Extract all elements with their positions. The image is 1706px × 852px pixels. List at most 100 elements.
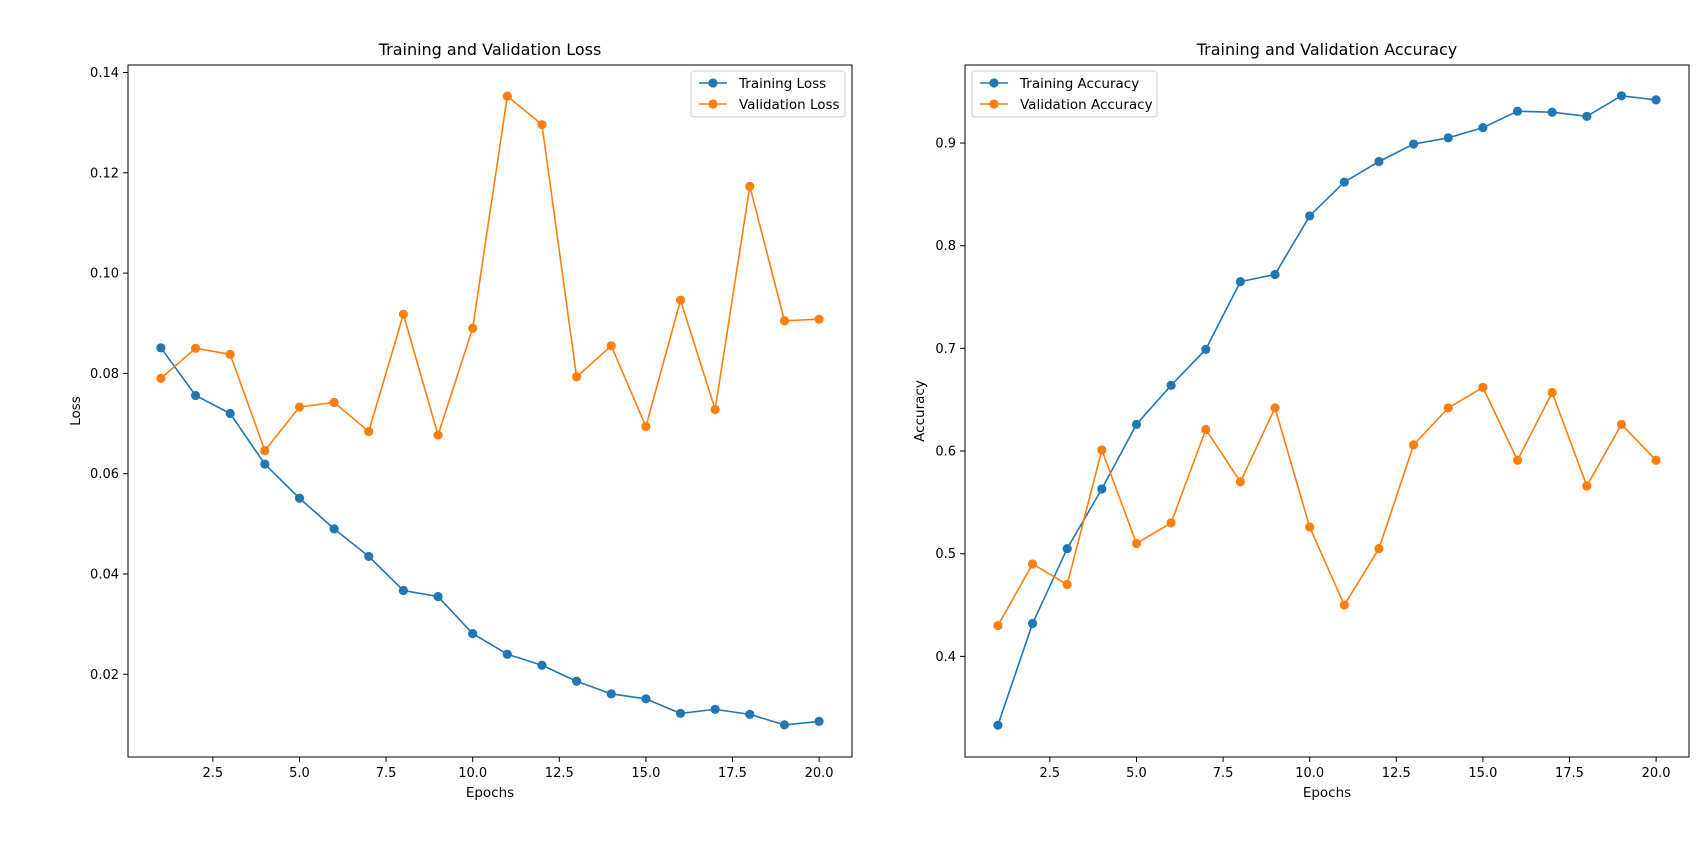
loss-ytick-label: 0.12 — [90, 166, 119, 181]
accuracy-series-2-line — [997, 386, 1657, 626]
accuracy-series-2-point — [1166, 518, 1176, 528]
loss-series-2-point — [364, 426, 374, 437]
loss-series-2-point — [537, 120, 547, 130]
loss-series-2-point — [433, 430, 443, 440]
accuracy-series-2-point — [1478, 382, 1488, 392]
accuracy-series-2-point — [993, 620, 1003, 631]
loss-xtick-label: 5.0 — [289, 766, 310, 781]
accuracy-legend-swatch-marker — [989, 78, 999, 88]
loss-series-2-point — [156, 373, 166, 384]
loss-chart-title: Training and Validation Loss — [378, 40, 602, 59]
accuracy-series-2-point — [1027, 559, 1038, 569]
accuracy-series-2-point — [1131, 538, 1142, 549]
accuracy-xtick-label: 5.0 — [1126, 766, 1147, 781]
accuracy-ytick-label: 0.4 — [935, 650, 956, 665]
loss-xtick-label: 2.5 — [203, 766, 224, 781]
loss-axes-frame — [127, 64, 853, 758]
accuracy-series-1-point — [1443, 133, 1453, 143]
accuracy-ytick-label: 0.9 — [935, 137, 956, 152]
accuracy-series-2-point — [1512, 455, 1523, 465]
accuracy-series-2-point — [1235, 477, 1245, 487]
loss-series-1-point — [364, 551, 374, 562]
loss-series-1-point — [710, 704, 720, 714]
accuracy-series-2-point — [1443, 403, 1453, 413]
loss-series-1-point — [260, 459, 270, 469]
loss-series-2-point — [814, 314, 824, 324]
loss-xtick-label: 20.0 — [805, 766, 834, 781]
loss-series-2-point — [675, 295, 686, 305]
accuracy-series-2-point — [1374, 543, 1384, 554]
loss-series-2-point — [225, 349, 235, 359]
loss-chart-xlabel: Epochs — [466, 785, 514, 801]
accuracy-xtick-label: 7.5 — [1213, 766, 1234, 781]
accuracy-series-1-point — [1270, 269, 1280, 280]
accuracy-legend-box — [971, 70, 1158, 118]
loss-legend-swatch-marker — [708, 78, 718, 88]
loss-series-1-point — [156, 343, 166, 353]
loss-series-1-point — [468, 629, 478, 639]
loss-series-2-point — [641, 421, 651, 432]
accuracy-series-1-point — [1201, 344, 1211, 354]
loss-chart-ylabel: Loss — [68, 396, 84, 426]
loss-xtick-label: 17.5 — [718, 766, 747, 781]
accuracy-chart-plot-area: 2.5 5.0 7.5 10.0 12.5 15.0 17.5 20.0 0.4 0.5 0.6 0.… — [935, 64, 1690, 781]
loss-legend-swatch-marker — [708, 99, 718, 109]
accuracy-series-2-point — [1062, 579, 1072, 590]
accuracy-legend-label: Validation Accuracy — [1020, 97, 1153, 113]
loss-series-2-point — [398, 309, 408, 319]
loss-series-2-point — [710, 404, 720, 415]
loss-series-1-point — [225, 408, 235, 419]
accuracy-ytick-label: 0.8 — [935, 239, 956, 254]
loss-chart: Training and Validation Loss Epochs Loss… — [68, 40, 853, 801]
loss-xtick-label: 15.0 — [631, 766, 660, 781]
accuracy-xtick-label: 10.0 — [1295, 766, 1324, 781]
loss-legend-label: Validation Loss — [739, 97, 840, 113]
loss-series-2-point — [294, 402, 305, 412]
loss-ytick-label: 0.14 — [90, 66, 119, 81]
loss-series-1-point — [190, 390, 201, 401]
loss-series-1-point — [814, 716, 824, 726]
loss-series-2-point — [502, 91, 512, 101]
accuracy-xtick-label: 17.5 — [1555, 766, 1584, 781]
loss-legend: Training Loss Validation Loss — [690, 70, 846, 118]
loss-series-1-point — [398, 585, 408, 596]
accuracy-series-2-point — [1305, 522, 1315, 532]
accuracy-series-1-point — [1062, 543, 1072, 554]
accuracy-series-1-point — [1409, 139, 1419, 149]
loss-series-2-point — [745, 181, 755, 191]
accuracy-series-1-point — [1478, 123, 1488, 133]
accuracy-xtick-label: 15.0 — [1468, 766, 1497, 781]
loss-series-2-point — [190, 343, 201, 353]
loss-xtick-label: 10.0 — [458, 766, 487, 781]
accuracy-series-1-point — [1651, 95, 1661, 105]
loss-xtick-label: 12.5 — [545, 766, 574, 781]
loss-series-1-point — [779, 720, 790, 730]
loss-series-1-point — [294, 493, 305, 503]
accuracy-chart-xlabel: Epochs — [1303, 785, 1351, 801]
accuracy-series-1-line — [997, 95, 1657, 726]
accuracy-ytick-label: 0.5 — [935, 547, 956, 562]
accuracy-series-1-point — [1616, 91, 1627, 101]
loss-series-1-point — [329, 524, 339, 534]
loss-series-2-point — [606, 341, 616, 351]
accuracy-legend-label: Training Accuracy — [1019, 76, 1139, 92]
accuracy-series-1-point — [1547, 107, 1557, 117]
accuracy-series-1-point — [1027, 618, 1038, 629]
accuracy-series-1-point — [1512, 106, 1523, 116]
loss-ytick-label: 0.02 — [90, 668, 119, 683]
loss-series-1-point — [433, 591, 443, 602]
accuracy-series-1-point — [1166, 380, 1176, 390]
loss-series-2-point — [779, 316, 790, 326]
accuracy-chart-title: Training and Validation Accuracy — [1196, 40, 1458, 59]
accuracy-chart: Training and Validation Accuracy Epochs … — [912, 40, 1690, 801]
accuracy-series-2-point — [1097, 445, 1107, 455]
accuracy-legend: Training Accuracy Validation Accuracy — [971, 70, 1158, 118]
loss-series-1-point — [745, 709, 755, 719]
accuracy-chart-ylabel: Accuracy — [912, 380, 928, 442]
loss-series-2-point — [260, 446, 270, 456]
loss-series-1-point — [641, 694, 651, 704]
loss-xtick-label: 7.5 — [376, 766, 397, 781]
accuracy-series-1-point — [1097, 484, 1107, 494]
accuracy-series-1-point — [1582, 111, 1592, 121]
loss-ytick-label: 0.08 — [90, 367, 119, 382]
